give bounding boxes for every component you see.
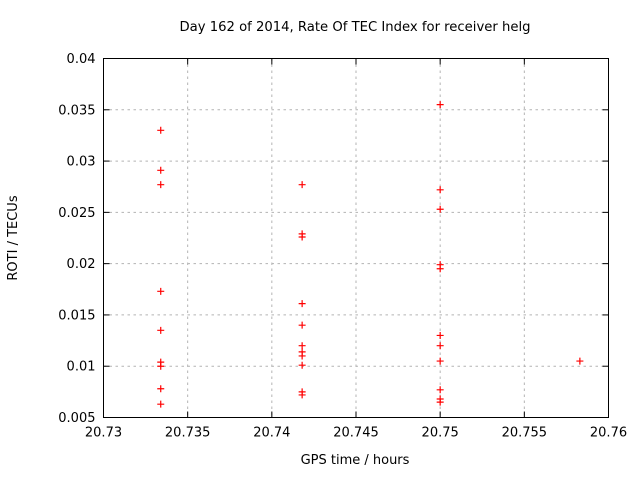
data-point xyxy=(157,166,165,174)
chart-title: Day 162 of 2014, Rate Of TEC Index for r… xyxy=(179,20,530,35)
x-tick-label: 20.76 xyxy=(590,426,627,441)
data-point xyxy=(436,101,444,109)
data-point xyxy=(298,181,306,189)
data-point xyxy=(157,362,165,370)
data-point xyxy=(436,205,444,213)
data-point xyxy=(298,352,306,360)
y-axis-label: ROTI / TECUs xyxy=(6,195,21,280)
axis-ticks xyxy=(103,58,609,418)
y-tick-label: 0.005 xyxy=(58,411,95,426)
data-point xyxy=(436,398,444,406)
data-point xyxy=(157,181,165,189)
data-point xyxy=(436,342,444,350)
x-tick-label: 20.735 xyxy=(165,426,211,441)
y-tick-label: 0.025 xyxy=(58,206,95,221)
data-points xyxy=(157,101,584,408)
data-point xyxy=(436,386,444,394)
data-point xyxy=(298,342,306,350)
y-tick-label: 0.04 xyxy=(67,52,96,67)
x-tick-label: 20.755 xyxy=(502,426,548,441)
x-axis-label: GPS time / hours xyxy=(301,453,410,468)
data-point xyxy=(436,186,444,194)
tick-labels: 20.73 20.735 20.74 20.745 20.75 20.755 20.76 0.… xyxy=(58,52,627,441)
data-point xyxy=(157,326,165,334)
y-tick-label: 0.015 xyxy=(58,308,95,323)
data-point xyxy=(298,361,306,369)
x-tick-label: 20.74 xyxy=(253,426,290,441)
plot-frame xyxy=(103,58,609,418)
y-tick-label: 0.03 xyxy=(67,155,96,170)
data-point xyxy=(298,391,306,399)
x-tick-label: 20.75 xyxy=(422,426,459,441)
x-tick-label: 20.745 xyxy=(333,426,379,441)
data-point xyxy=(298,233,306,241)
gridlines xyxy=(103,58,609,418)
y-tick-label: 0.01 xyxy=(67,360,96,375)
data-point xyxy=(157,287,165,295)
data-point xyxy=(436,265,444,273)
x-tick-label: 20.73 xyxy=(85,426,122,441)
data-point xyxy=(157,126,165,134)
data-point xyxy=(436,331,444,339)
data-point xyxy=(576,357,584,365)
data-point xyxy=(157,400,165,408)
y-tick-label: 0.02 xyxy=(67,257,96,272)
y-tick-label: 0.035 xyxy=(58,103,95,118)
data-point xyxy=(436,357,444,365)
plot-border xyxy=(103,58,609,418)
data-point xyxy=(157,385,165,393)
data-point xyxy=(298,321,306,329)
data-point xyxy=(298,300,306,308)
